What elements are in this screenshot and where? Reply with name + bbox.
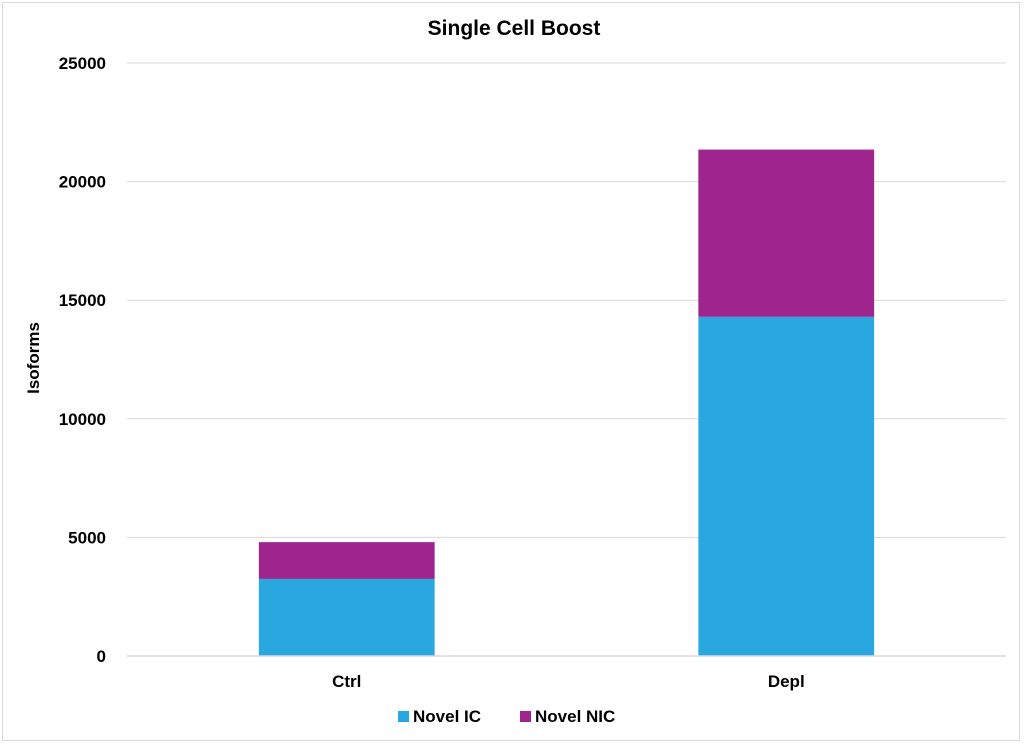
gridlines xyxy=(127,62,1006,538)
legend-swatch xyxy=(520,711,531,722)
bar-depl-novel-nic xyxy=(698,149,875,317)
y-tick-label: 25000 xyxy=(59,54,106,73)
chart-title: Single Cell Boost xyxy=(428,17,601,40)
legend-swatch xyxy=(398,711,409,722)
bars xyxy=(258,149,875,656)
legend: Novel IC Novel NIC xyxy=(398,707,615,726)
y-tick-label: 5000 xyxy=(68,528,106,547)
bar-ctrl-novel-ic xyxy=(258,578,435,656)
y-tick-label: 20000 xyxy=(59,173,106,192)
y-tick-label: 15000 xyxy=(59,291,106,310)
bar-depl-novel-ic xyxy=(698,316,875,656)
y-axis-title: Isoforms xyxy=(24,322,43,394)
legend-label: Novel IC xyxy=(413,707,481,726)
x-tick-label: Ctrl xyxy=(332,672,361,691)
bar-ctrl-novel-nic xyxy=(258,542,435,579)
x-axis-ticks: Ctrl Depl xyxy=(332,672,805,691)
x-tick-label: Depl xyxy=(768,672,805,691)
y-tick-label: 10000 xyxy=(59,410,106,429)
legend-label: Novel NIC xyxy=(535,707,615,726)
y-tick-label: 0 xyxy=(97,647,106,666)
y-axis-ticks: 0 5000 10000 15000 20000 25000 xyxy=(59,54,106,666)
